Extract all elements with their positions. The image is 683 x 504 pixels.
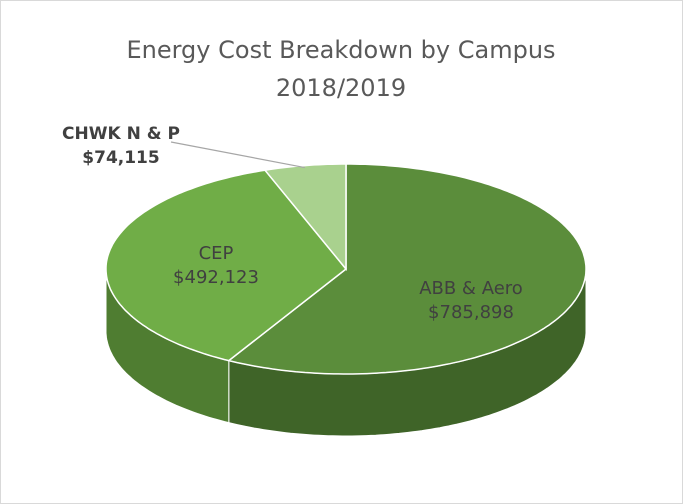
data-label: CHWK N & P $74,115 (62, 124, 180, 168)
chart-title: Energy Cost Breakdown by Campus 2018/201… (126, 36, 556, 102)
data-label-value: $492,123 (173, 267, 259, 288)
slice (105, 169, 348, 362)
slice (227, 163, 587, 375)
data-label-category: CEP (199, 243, 234, 264)
data-label-category: ABB & Aero (419, 278, 523, 299)
slice (263, 163, 347, 272)
data-label: ABB & Aero $785,898 (419, 278, 523, 323)
data-label-category: CHWK N & P (62, 124, 180, 144)
leader-line (170, 141, 305, 169)
data-label-value: $785,898 (428, 302, 514, 323)
data-label: CEP $492,123 (173, 243, 259, 288)
data-label-value: $74,115 (82, 148, 159, 168)
